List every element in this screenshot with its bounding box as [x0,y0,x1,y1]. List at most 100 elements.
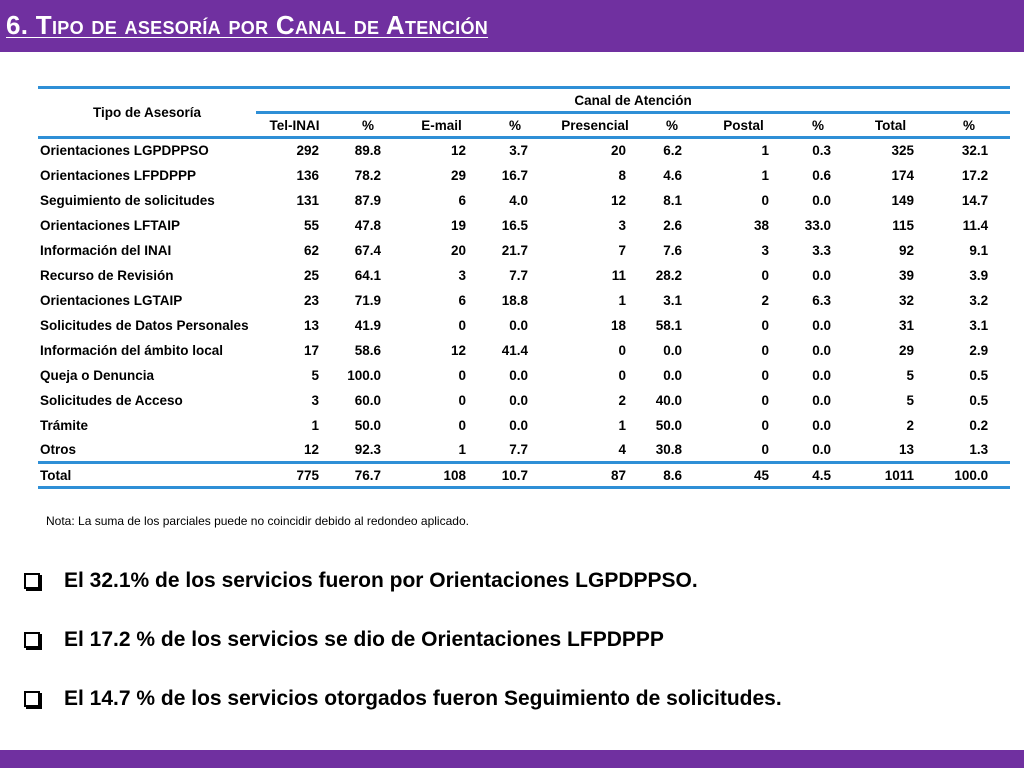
table-cell: 1 [761,143,769,159]
row-label: Orientaciones LFPDPPP [40,167,197,183]
table-cell: 47.8 [354,217,381,233]
row-label: Solicitudes de Acceso [40,392,183,408]
table-cell: 16.7 [501,167,528,183]
table-cell: 0.0 [663,342,682,358]
table-cell: 292 [296,143,319,159]
table-cell: 3.1 [969,317,989,333]
table-cell: 0.0 [509,317,528,333]
table-cell: 0.0 [509,392,528,408]
table-row: Información del INAI 62 67.4 20 21.7 7 7.6 3 3.3… [38,238,1010,263]
table-cell: 18.8 [501,292,528,308]
asesoria-table: Tipo de Asesoría Canal de Atención Tel-I… [38,86,1011,489]
table-cell: 0.5 [969,367,989,383]
table-cell: 0.0 [812,192,831,208]
row-label: Orientaciones LFTAIP [40,217,181,233]
bullet-text: El 17.2 % de los servicios se dio de Ori… [64,628,664,651]
table-cell: 12 [610,192,626,208]
column-header: Total [853,111,928,139]
row-label: Seguimiento de solicitudes [40,192,215,208]
table-cell: 0.0 [812,367,831,383]
table-cell: 4.0 [509,192,528,208]
table-cell: 67.4 [354,242,381,258]
table-cell: 2 [761,292,769,308]
table-cell: 23 [303,292,319,308]
row-label: Orientaciones LGPDPPSO [40,143,209,159]
table-cell: 3 [458,267,466,283]
row-label: Trámite [40,417,89,433]
table-cell: 60.0 [354,392,381,408]
table-cell: 6.3 [812,292,831,308]
table-cell: 0 [761,417,769,433]
table-row: Información del ámbito local 17 58.6 12 41.4… [38,338,1010,363]
table-cell: 3.9 [969,267,989,283]
table-cell: 0.2 [969,417,989,433]
table-cell: 87.9 [354,192,381,208]
table-cell: 3.2 [969,292,989,308]
table-cell: 7.6 [663,242,682,258]
table-cell: 131 [296,192,319,208]
column-header: E-mail [403,111,480,139]
table-cell: 115 [892,217,914,233]
bullet-text: El 32.1% de los servicios fueron por Ori… [64,569,698,592]
table-cell: 19 [450,217,466,233]
table-cell: 45 [704,461,783,489]
table-cell: 0.3 [812,143,831,159]
table-row: Orientaciones LGPDPPSO 292 89.8 12 3.7 20 6.2 1… [38,138,1010,163]
table-row: Solicitudes de Datos Personales 13 41.9 0 0.… [38,313,1010,338]
table-cell: 11 [611,267,626,283]
table-cell: 50.0 [354,417,381,433]
table-cell: 41.4 [501,342,528,358]
row-label: Información del ámbito local [40,342,224,358]
table-cell: 3.3 [812,242,831,258]
table-cell: 0 [458,317,466,333]
table-cell: 0.0 [812,317,831,333]
table-cell: 92.3 [354,441,381,457]
row-label: Orientaciones LGTAIP [40,292,183,308]
table-cell: 58.1 [655,317,682,333]
table-row: Orientaciones LFPDPPP 136 78.2 29 16.7 8 4.6 1 0… [38,163,1010,188]
table-cell: 8 [618,167,626,183]
table-cell: 0.0 [663,367,682,383]
table-cell: 40.0 [655,392,682,408]
column-header: Postal [704,111,783,139]
table-row: Trámite 1 50.0 0 0.0 1 50.0 0 0.0 2 0.2 [38,413,1010,438]
column-header: % [333,111,403,139]
table-cell: 0 [618,342,626,358]
table-body: Orientaciones LGPDPPSO 292 89.8 12 3.7 20 6.2 1… [38,138,1011,489]
title-bar: 6. Tipo de asesoría por Canal de Atenció… [0,0,1024,52]
table-cell: 2.9 [969,342,989,358]
table-cell: 8.6 [640,461,704,489]
bullet-item: El 17.2 % de los servicios se dio de Ori… [22,625,1012,655]
table-cell: 7 [618,242,626,258]
table-cell: 12 [450,342,466,358]
table-cell: 20 [610,143,626,159]
table-cell: 71.9 [354,292,381,308]
table-cell: 1 [458,441,466,457]
table-cell: 3 [618,217,626,233]
table-cell: 0 [618,367,626,383]
slide-title: 6. Tipo de asesoría por Canal de Atenció… [6,10,489,40]
table-row: Orientaciones LFTAIP 55 47.8 19 16.5 3 2.6 38 33… [38,213,1010,238]
bullet-list: El 32.1% de los servicios fueron por Ori… [22,566,1012,743]
checkbox-bullet-icon [24,573,40,589]
table-cell: 12 [450,143,466,159]
table-cell: 174 [891,167,914,183]
table-row: Recurso de Revisión 25 64.1 3 7.7 11 28.2 0 0.0 3… [38,263,1010,288]
table-cell: 0 [761,441,769,457]
table-cell: 3.7 [509,143,528,159]
table-cell: 2 [618,392,626,408]
table-cell: 325 [891,143,914,159]
table-cell: 55 [303,217,319,233]
column-header: % [640,111,704,139]
table-cell: 0 [458,392,466,408]
table-cell: 10.7 [480,461,550,489]
table-cell: 5 [906,392,914,408]
table-cell: 0.0 [812,441,831,457]
table-cell: 12 [303,441,319,457]
table-cell: 62 [303,242,319,258]
table-cell: 17 [303,342,319,358]
table-cell: 1011 [853,461,928,489]
table-cell: 92 [898,242,914,258]
table-cell: 6 [458,192,466,208]
table-cell: 30.8 [655,441,682,457]
